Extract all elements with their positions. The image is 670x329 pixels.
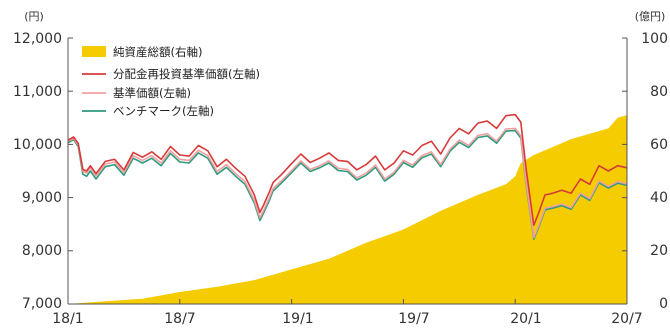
left-axis: 12,000 11,000 10,000 9,000 8,000 7,000 [13,31,62,312]
x-tick-label: 18/7 [164,311,195,327]
right-tick-label: 80 [650,84,668,100]
nav-line [67,127,628,239]
x-tick-label: 19/7 [398,311,429,327]
plot-area [67,113,628,304]
left-tick-label: 9,000 [22,190,62,206]
legend-label: 基準価額(左軸) [113,86,191,100]
right-tick-label: 0 [659,296,668,312]
legend-swatch-net-assets [82,46,106,57]
legend-label: ベンチマーク(左軸) [113,104,214,118]
right-tick-label: 60 [650,137,668,153]
left-tick-label: 11,000 [13,84,62,100]
left-tick-label: 10,000 [13,137,62,153]
right-axis-unit: (億円) [635,10,666,23]
right-axis: 100 80 60 40 20 0 [641,31,668,312]
x-axis: 18/1 18/7 19/1 19/7 20/1 20/7 [52,311,642,327]
legend: 純資産総額(右軸) 分配金再投資基準価額(左軸) 基準価額(左軸) ベンチマーク… [82,45,260,118]
left-tick-label: 8,000 [22,243,62,259]
net-assets-area [68,115,627,304]
right-tick-label: 20 [650,243,668,259]
plot-frame [67,37,628,305]
x-tick-label: 20/1 [510,311,541,327]
legend-label: 分配金再投資基準価額(左軸) [113,67,260,81]
right-tick-label: 40 [650,190,668,206]
right-tick-label: 100 [641,31,668,47]
left-tick-label: 7,000 [22,296,62,312]
reinvested-nav-line [67,113,628,227]
x-tick-label: 20/7 [611,311,642,327]
legend-label: 純資産総額(右軸) [113,45,202,59]
x-tick-label: 19/1 [282,311,313,327]
left-tick-label: 12,000 [13,31,62,47]
x-tick-label: 18/1 [52,311,83,327]
left-axis-unit: (円) [24,10,44,23]
